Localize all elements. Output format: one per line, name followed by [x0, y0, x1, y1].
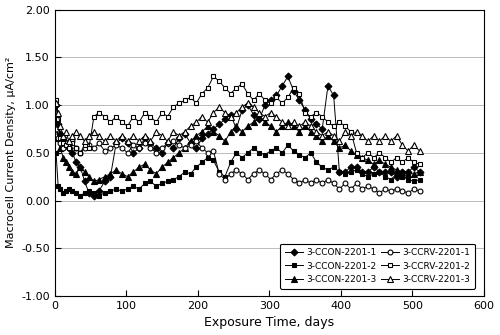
3-CCRV-2201-1 — [411, 187, 417, 191]
3-CCON-2201-2 — [256, 151, 262, 155]
3-CCRV-2201-2 — [153, 120, 159, 124]
3-CCON-2201-2 — [285, 143, 291, 147]
3-CCRV-2201-1 — [66, 143, 72, 147]
3-CCON-2201-2 — [53, 151, 59, 155]
3-CCRV-2201-1 — [53, 127, 59, 131]
3-CCON-2201-3 — [411, 172, 417, 176]
3-CCRV-2201-3 — [250, 105, 256, 109]
3-CCON-2201-3 — [96, 178, 102, 182]
3-CCRV-2201-3 — [416, 149, 422, 153]
3-CCON-2201-3 — [416, 170, 422, 174]
3-CCON-2201-2 — [96, 194, 102, 198]
Line: 3-CCRV-2201-3: 3-CCRV-2201-3 — [54, 100, 422, 154]
X-axis label: Exposure Time, days: Exposure Time, days — [204, 317, 334, 329]
3-CCON-2201-3 — [108, 172, 114, 176]
3-CCON-2201-1 — [108, 175, 114, 179]
Legend: 3-CCON-2201-1, 3-CCON-2201-2, 3-CCON-2201-3, 3-CCRV-2201-1, 3-CCRV-2201-2, 3-CCR: 3-CCON-2201-1, 3-CCON-2201-2, 3-CCON-220… — [280, 244, 475, 289]
3-CCON-2201-1 — [53, 103, 59, 107]
3-CCRV-2201-3 — [405, 149, 411, 153]
3-CCON-2201-3 — [53, 117, 59, 121]
3-CCRV-2201-2 — [159, 111, 165, 115]
3-CCRV-2201-2 — [411, 160, 417, 164]
3-CCRV-2201-1 — [250, 172, 256, 176]
3-CCON-2201-2 — [78, 194, 84, 198]
3-CCON-2201-3 — [256, 115, 262, 119]
Line: 3-CCON-2201-3: 3-CCON-2201-3 — [54, 114, 422, 184]
3-CCON-2201-1 — [411, 165, 417, 169]
3-CCRV-2201-1 — [416, 189, 422, 193]
3-CCRV-2201-2 — [66, 146, 72, 150]
3-CCRV-2201-3 — [102, 139, 107, 143]
3-CCRV-2201-2 — [256, 91, 262, 95]
3-CCRV-2201-2 — [210, 74, 216, 78]
3-CCRV-2201-1 — [376, 191, 382, 195]
3-CCON-2201-2 — [108, 189, 114, 193]
3-CCON-2201-3 — [91, 180, 97, 184]
3-CCON-2201-1 — [256, 117, 262, 121]
Line: 3-CCON-2201-1: 3-CCON-2201-1 — [54, 74, 422, 198]
3-CCON-2201-3 — [262, 120, 268, 124]
3-CCON-2201-2 — [411, 180, 417, 184]
3-CCON-2201-1 — [416, 170, 422, 174]
Line: 3-CCON-2201-2: 3-CCON-2201-2 — [54, 143, 422, 198]
3-CCRV-2201-1 — [102, 149, 107, 153]
Line: 3-CCRV-2201-1: 3-CCRV-2201-1 — [54, 127, 422, 195]
3-CCON-2201-2 — [66, 187, 72, 191]
3-CCON-2201-1 — [91, 194, 97, 198]
3-CCRV-2201-1 — [159, 146, 165, 150]
3-CCON-2201-1 — [285, 74, 291, 78]
3-CCRV-2201-3 — [153, 130, 159, 134]
3-CCON-2201-1 — [96, 189, 102, 193]
3-CCON-2201-1 — [66, 146, 72, 150]
3-CCON-2201-1 — [336, 170, 342, 174]
3-CCRV-2201-3 — [159, 134, 165, 138]
3-CCRV-2201-3 — [53, 101, 59, 105]
3-CCRV-2201-2 — [102, 115, 107, 119]
3-CCON-2201-2 — [336, 170, 342, 174]
Y-axis label: Macrocell Current Density, μA/cm²: Macrocell Current Density, μA/cm² — [6, 57, 16, 249]
3-CCON-2201-3 — [66, 165, 72, 169]
3-CCRV-2201-3 — [411, 143, 417, 147]
3-CCRV-2201-2 — [53, 98, 59, 102]
3-CCON-2201-2 — [416, 178, 422, 182]
3-CCRV-2201-1 — [153, 151, 159, 155]
3-CCRV-2201-3 — [66, 139, 72, 143]
Line: 3-CCRV-2201-2: 3-CCRV-2201-2 — [54, 74, 422, 167]
3-CCON-2201-3 — [336, 146, 342, 150]
3-CCRV-2201-2 — [416, 162, 422, 166]
